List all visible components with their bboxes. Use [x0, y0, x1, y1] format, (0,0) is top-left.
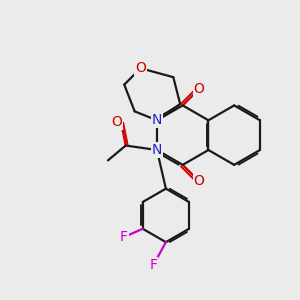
Text: F: F [149, 258, 158, 272]
Text: N: N [152, 143, 162, 157]
Text: O: O [194, 82, 205, 96]
Text: O: O [135, 61, 146, 75]
Text: O: O [111, 115, 122, 129]
Text: N: N [152, 113, 162, 127]
Text: F: F [120, 230, 128, 244]
Text: O: O [194, 174, 205, 188]
